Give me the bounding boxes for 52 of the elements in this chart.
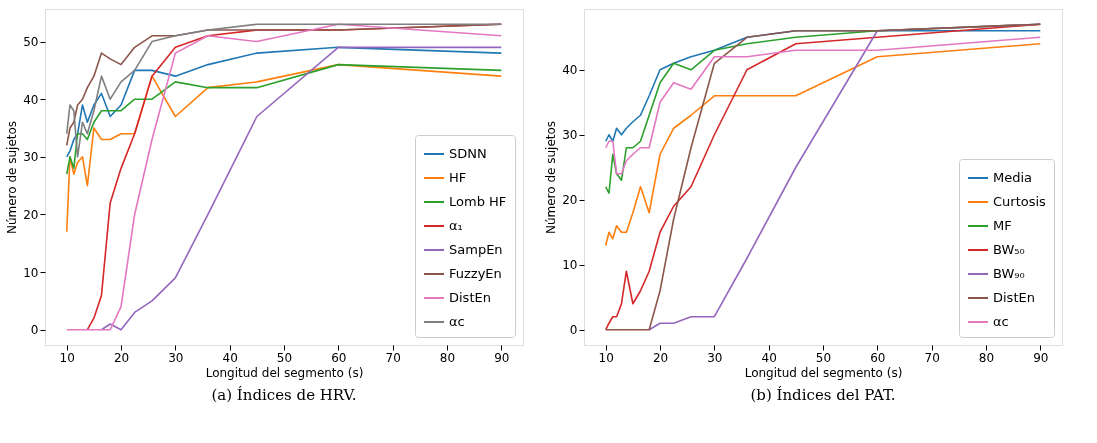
x-tick-label: 30 (707, 350, 723, 365)
y-tick-label: 10 (562, 258, 578, 273)
x-tick-label: 90 (494, 350, 510, 365)
x-tick-label: 40 (222, 350, 238, 365)
y-tick-label: 20 (562, 193, 578, 208)
legend-label: Lomb HF (449, 194, 507, 209)
legend-label: α₁ (449, 218, 463, 233)
x-tick-label: 50 (815, 350, 832, 365)
legend-label: DistEn (993, 290, 1035, 305)
x-tick-label: 80 (439, 350, 456, 365)
legend-label: αc (449, 314, 465, 329)
x-tick-label: 70 (924, 350, 940, 365)
y-axis-title: Número de sujetos (5, 120, 20, 235)
text: (a) Índices de HRV. (211, 386, 357, 404)
x-tick-label: 60 (870, 350, 886, 365)
legend-label: BW₉₀ (993, 266, 1025, 281)
legend-label: Media (993, 170, 1033, 185)
legend-label: DistEn (449, 290, 491, 305)
x-tick-label: 50 (276, 350, 293, 365)
x-tick-label: 30 (168, 350, 184, 365)
legend-label: SDNN (449, 146, 487, 161)
x-tick-label: 20 (652, 350, 669, 365)
y-tick-label: 30 (23, 150, 39, 165)
y-tick-label: 40 (562, 63, 578, 78)
x-tick-label: 60 (331, 350, 347, 365)
legend-label: BW₅₀ (993, 242, 1025, 257)
line-series (65, 46, 503, 158)
x-tick-label: 90 (1033, 350, 1049, 365)
legend-label: SampEn (449, 242, 503, 257)
y-axis-title: Número de sujetos (544, 120, 559, 235)
y-tick-label: 40 (23, 92, 39, 107)
legend-label: HF (449, 170, 467, 185)
y-tick-label: 50 (23, 35, 39, 50)
legend-label: αc (993, 314, 1009, 329)
y-tick-label: 0 (30, 323, 39, 338)
x-tick-label: 20 (113, 350, 130, 365)
y-tick-label: 10 (23, 265, 39, 280)
legend-label: MF (993, 218, 1012, 233)
x-tick-label: 10 (598, 350, 614, 365)
x-axis-title: Longitud del segmento (s) (205, 365, 364, 380)
legend-label: Curtosis (993, 194, 1047, 209)
x-axis-title: Longitud del segmento (s) (744, 365, 903, 380)
x-tick-label: 40 (761, 350, 777, 365)
y-tick-label: 20 (23, 207, 39, 222)
y-tick-label: 30 (562, 128, 578, 143)
x-tick-label: 70 (385, 350, 401, 365)
line-series (65, 63, 503, 175)
text: (b) Índices del PAT. (750, 386, 896, 404)
y-tick-label: 0 (569, 323, 578, 338)
x-tick-label: 80 (978, 350, 995, 365)
legend-label: FuzzyEn (449, 266, 502, 281)
x-tick-label: 10 (59, 350, 75, 365)
